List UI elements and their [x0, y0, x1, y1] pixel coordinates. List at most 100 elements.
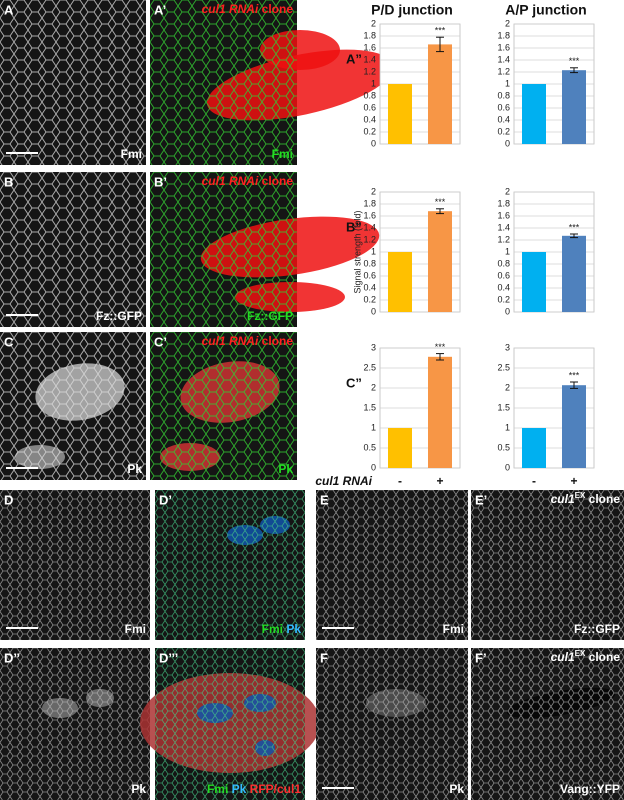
caption-part: clone [258, 174, 293, 188]
y-tick-label: 2 [505, 186, 510, 196]
y-tick-label: 0.2 [497, 126, 510, 136]
caption-part: Fmi [262, 622, 283, 636]
caption-part: cul1 [551, 492, 575, 506]
caption: Fz::GFP [247, 309, 293, 323]
y-tick-label: 0.8 [363, 258, 376, 268]
caption-part: Fmi [125, 622, 146, 636]
image-panel: D Fmi [0, 490, 150, 640]
image-panel: A’ cul1 RNAi clone Fmi [150, 0, 394, 165]
y-tick-label: 2 [505, 18, 510, 28]
cell-pattern [316, 490, 468, 640]
panel-label: A” [346, 51, 362, 66]
y-tick-label: 1.4 [497, 54, 510, 64]
y-tick-label: 0.6 [497, 270, 510, 280]
bar [388, 252, 412, 312]
y-tick-label: 1 [371, 78, 376, 88]
panel-label: B’ [154, 174, 167, 189]
y-tick-label: 0.6 [497, 102, 510, 112]
y-tick-label: 1.4 [363, 54, 376, 64]
y-tick-label: 1.2 [497, 234, 510, 244]
cell-pattern [0, 648, 150, 800]
bar [562, 70, 586, 144]
panel-label: D [4, 492, 13, 507]
x-tick-label: + [570, 474, 577, 488]
caption-part: Fmi [121, 147, 142, 161]
caption-part: cul1 RNAi [202, 174, 259, 188]
panel-label: C’ [154, 334, 167, 349]
caption: Fz::GFP [96, 309, 142, 323]
significance: *** [569, 222, 580, 232]
cell-pattern [150, 332, 297, 480]
y-tick-label: 2 [505, 382, 510, 392]
y-tick-label: 0.2 [363, 126, 376, 136]
significance: *** [569, 56, 580, 66]
y-tick-label: 0.6 [363, 102, 376, 112]
caption: Fmi [272, 147, 293, 161]
significance: *** [435, 197, 446, 207]
cell-pattern [471, 490, 624, 640]
panel-label: D’’ [4, 650, 20, 665]
caption-part: Fmi [443, 622, 464, 636]
cell-pattern [150, 0, 297, 165]
caption: Pk [449, 782, 464, 796]
caption-part: clone [585, 492, 620, 506]
y-tick-label: 1.2 [363, 234, 376, 244]
caption-part: EX [575, 491, 586, 500]
y-tick-label: 1 [371, 422, 376, 432]
cell-pattern [155, 648, 305, 800]
panel-label: E’ [475, 492, 487, 507]
y-tick-label: 1.5 [497, 402, 510, 412]
y-tick-label: 2 [371, 382, 376, 392]
caption: Vang::YFP [560, 782, 620, 796]
caption-part: Fmi [272, 147, 293, 161]
caption: Pk [127, 462, 142, 476]
bar [388, 428, 412, 468]
bar [522, 84, 546, 144]
y-tick-label: 0.6 [363, 270, 376, 280]
y-tick-label: 1.5 [363, 402, 376, 412]
panel-label: C [4, 334, 14, 349]
y-tick-label: 0 [371, 138, 376, 148]
panel-label: E [320, 492, 329, 507]
caption-part: clone [585, 650, 620, 664]
y-tick-label: 1.8 [497, 198, 510, 208]
y-tick-label: 0.2 [497, 294, 510, 304]
y-tick-label: 2 [371, 186, 376, 196]
cell-pattern [0, 490, 150, 640]
panel-label: F [320, 650, 328, 665]
panel-label: F’ [475, 650, 487, 665]
caption: cul1 RNAi clone [202, 174, 294, 188]
x-tick-label: + [436, 474, 443, 488]
panel-label: B [4, 174, 13, 189]
y-tick-label: 1.8 [363, 30, 376, 40]
bar [428, 44, 452, 144]
y-axis-label: Signal strength (fold) [352, 210, 362, 293]
x-tick-label: - [398, 474, 402, 488]
significance: *** [569, 370, 580, 380]
y-tick-label: 3 [505, 342, 510, 352]
caption: Fmi Pk RFP/cul1 [207, 782, 301, 796]
y-tick-label: 1 [371, 246, 376, 256]
image-panel: D’ Fmi Pk [155, 490, 305, 640]
caption-part: Pk [278, 462, 293, 476]
y-tick-label: 0.4 [363, 282, 376, 292]
caption-part: EX [575, 649, 586, 658]
y-tick-label: 0.2 [363, 294, 376, 304]
bar [522, 252, 546, 312]
bar [562, 235, 586, 312]
caption: Fz::GFP [574, 622, 620, 636]
caption-part: Fmi [207, 782, 228, 796]
caption-part: RFP/cul1 [246, 782, 301, 796]
y-tick-label: 1 [505, 422, 510, 432]
y-tick-label: 0 [371, 462, 376, 472]
image-panel: E Fmi [316, 490, 468, 640]
y-tick-label: 0.5 [497, 442, 510, 452]
caption-part: Pk [228, 782, 246, 796]
bar [562, 385, 586, 468]
y-tick-label: 2 [371, 18, 376, 28]
caption-part: clone [258, 2, 293, 16]
